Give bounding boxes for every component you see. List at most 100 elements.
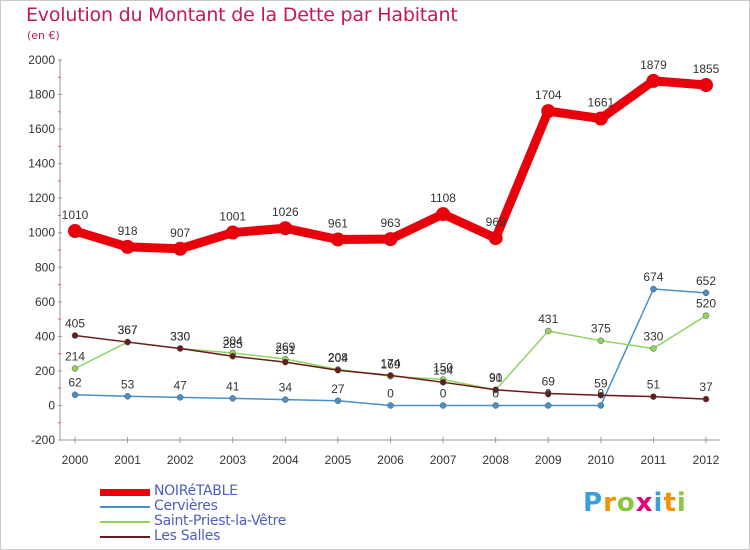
- data-label-3: 37: [699, 380, 713, 394]
- data-point-3: [282, 358, 289, 366]
- data-label-1: 0: [492, 386, 499, 400]
- data-point-1: [334, 397, 342, 405]
- data-label-0: 963: [380, 216, 400, 230]
- data-point-1: [387, 402, 394, 409]
- data-label-2: 90: [489, 371, 503, 385]
- x-tick-label: 2006: [377, 453, 404, 467]
- chart-title: Evolution du Montant de la Dette par Hab…: [26, 4, 458, 26]
- y-tick-label: 600: [35, 295, 55, 309]
- data-point-2: [597, 337, 605, 344]
- data-label-0: 1704: [535, 88, 562, 102]
- data-label-2: 208: [328, 351, 348, 365]
- data-label-0: 969: [486, 215, 506, 229]
- data-point-1: [124, 393, 131, 400]
- data-label-3: 69: [542, 375, 556, 389]
- data-label-3: 174: [380, 356, 400, 370]
- data-point-0: [173, 241, 188, 256]
- data-point-1: [702, 289, 710, 297]
- data-label-0: 1661: [587, 96, 614, 110]
- legend-label-saint-priest: Saint-Priest-la-Vêtre: [154, 513, 287, 529]
- data-point-0: [646, 73, 661, 88]
- legend-swatch-noiretable: [100, 489, 150, 496]
- data-point-1: [439, 402, 447, 409]
- legend-swatch-les-salles: [100, 536, 150, 538]
- y-tick-label: -200: [31, 433, 55, 447]
- data-label-2: 269: [275, 340, 295, 354]
- data-point-3: [439, 379, 447, 386]
- data-label-0: 907: [170, 226, 190, 240]
- data-point-3: [176, 345, 184, 352]
- y-tick-label: 200: [35, 364, 55, 378]
- y-tick-label: 0: [48, 398, 55, 412]
- data-label-0: 1026: [272, 205, 299, 219]
- data-label-2: 150: [433, 361, 453, 375]
- data-label-2: 330: [170, 329, 190, 343]
- data-label-2: 304: [223, 334, 243, 348]
- data-point-0: [541, 104, 556, 119]
- logo-letter: P: [583, 488, 604, 518]
- x-tick-label: 2004: [272, 453, 299, 467]
- legend-label-cervieres: Cervières: [154, 498, 218, 514]
- data-label-1: 47: [173, 378, 187, 392]
- legend-label-les-salles: Les Salles: [154, 528, 221, 544]
- x-tick-label: 2005: [325, 453, 352, 467]
- data-point-3: [387, 372, 394, 379]
- data-point-3: [71, 332, 79, 339]
- data-point-0: [330, 232, 345, 247]
- logo-letter: o: [616, 488, 636, 518]
- y-tick-label: 400: [35, 329, 55, 343]
- chart-subtitle: (en €): [27, 29, 60, 42]
- data-label-0: 1108: [430, 191, 456, 205]
- x-tick-label: 2003: [219, 453, 246, 467]
- legend-swatch-saint-priest: [100, 521, 150, 523]
- data-point-1: [176, 394, 184, 401]
- data-label-0: 1855: [693, 62, 720, 76]
- data-point-3: [650, 393, 657, 400]
- data-label-1: 27: [331, 382, 345, 396]
- data-point-0: [593, 111, 608, 126]
- data-label-0: 961: [328, 216, 348, 230]
- data-label-2: 520: [696, 297, 716, 311]
- data-point-1: [492, 402, 499, 409]
- data-point-1: [71, 391, 79, 398]
- data-point-3: [229, 352, 236, 360]
- logo-letter: x: [635, 488, 654, 518]
- x-tick-label: 2012: [693, 453, 720, 467]
- data-label-1: 0: [440, 386, 447, 400]
- data-label-2: 169: [380, 357, 400, 371]
- y-tick-label: 1600: [28, 122, 55, 136]
- data-label-1: 674: [643, 270, 663, 284]
- data-label-2: 330: [643, 329, 663, 343]
- y-tick-label: 2000: [28, 53, 55, 67]
- data-label-3: 367: [118, 323, 138, 337]
- x-tick-label: 2011: [641, 453, 667, 467]
- y-tick-label: 800: [35, 260, 55, 274]
- data-point-0: [225, 225, 240, 240]
- data-point-1: [597, 402, 605, 409]
- x-tick-label: 2008: [482, 453, 509, 467]
- data-label-0: 918: [118, 224, 138, 238]
- data-point-0: [699, 78, 713, 93]
- x-tick-label: 2007: [430, 453, 457, 467]
- data-point-0: [68, 224, 82, 238]
- logo-letter: r: [603, 488, 617, 518]
- data-point-2: [650, 345, 657, 352]
- data-label-3: 285: [223, 337, 243, 351]
- y-tick-label: 1800: [28, 88, 55, 102]
- data-label-3: 405: [65, 317, 85, 331]
- data-label-1: 0: [387, 386, 394, 400]
- data-point-1: [282, 396, 289, 403]
- x-tick-label: 2009: [535, 453, 562, 467]
- data-point-3: [702, 395, 710, 403]
- y-tick-label: 1400: [28, 157, 55, 171]
- data-label-0: 1010: [62, 208, 89, 222]
- legend-label-noiretable: NOIRéTABLE: [154, 483, 238, 499]
- data-point-3: [492, 386, 499, 393]
- data-point-2: [71, 365, 79, 372]
- data-point-1: [650, 285, 657, 293]
- data-label-1: 62: [68, 376, 82, 390]
- data-point-3: [124, 338, 131, 346]
- data-label-2: 367: [118, 323, 138, 337]
